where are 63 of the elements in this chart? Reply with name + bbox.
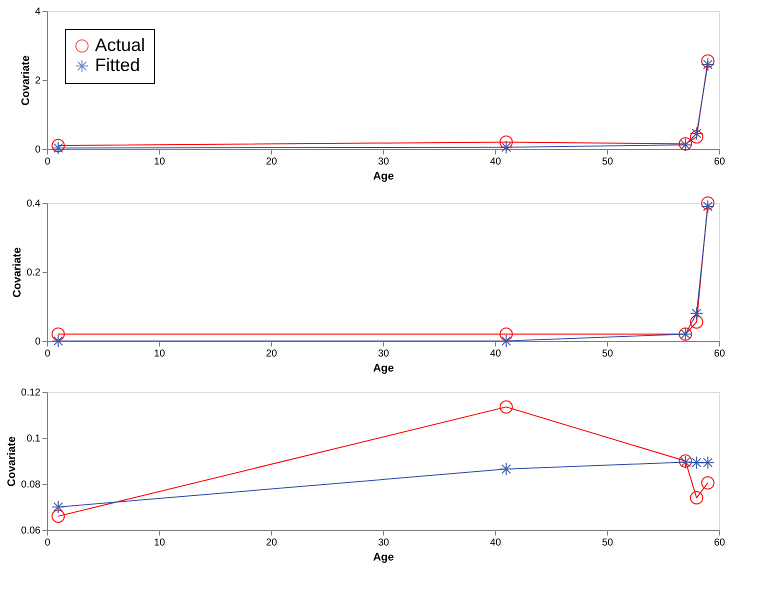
x-tick-label: 10 (154, 348, 166, 360)
x-tick-label: 50 (602, 156, 614, 168)
point (701, 196, 714, 210)
y-tick-label: 0.2 (26, 268, 41, 278)
point (500, 135, 513, 149)
x-tick-label: 60 (714, 538, 726, 548)
y-tick-label: 0 (34, 144, 41, 156)
x-axis-title: Age (373, 362, 394, 374)
x-tick-label: 50 (602, 348, 614, 360)
x-tick-label: 0 (44, 156, 51, 168)
x-tick-label: 40 (490, 348, 502, 360)
point (52, 141, 65, 155)
point (500, 140, 513, 154)
x-tick-label: 30 (378, 156, 390, 168)
y-tick-label: 2 (34, 76, 41, 86)
x-axis-title: Age (373, 552, 394, 564)
x-tick-label: 0 (44, 348, 51, 360)
point (52, 500, 65, 514)
x-tick-label: 10 (154, 538, 166, 548)
point (701, 476, 714, 490)
point (500, 334, 513, 348)
point (52, 334, 65, 348)
y-axis-title: Covariate (20, 55, 32, 106)
point (690, 315, 704, 329)
point (500, 462, 513, 476)
y-tick-label: 4 (34, 6, 41, 18)
point (690, 491, 704, 504)
x-tick-label: 0 (44, 538, 51, 548)
x-tick-label: 60 (714, 348, 726, 360)
point (701, 58, 714, 72)
x-tick-label: 50 (602, 538, 614, 548)
legend-label: Actual (95, 35, 146, 55)
x-tick-label: 30 (378, 538, 390, 548)
y-tick-label: 0.06 (21, 526, 41, 536)
x-tick-label: 10 (154, 156, 166, 168)
x-tick-label: 60 (714, 156, 726, 168)
y-tick-label: 0 (34, 336, 41, 348)
point (52, 510, 65, 523)
point (701, 200, 714, 214)
point (690, 130, 704, 144)
x-tick-label: 30 (378, 348, 390, 360)
y-tick-label: 0.08 (21, 480, 41, 490)
x-tick-label: 20 (266, 348, 278, 360)
point (52, 327, 65, 341)
point (701, 54, 714, 68)
y-tick-label: 0.4 (26, 198, 41, 210)
point (500, 400, 513, 414)
y-axis-title: Covariate (12, 247, 24, 298)
point (52, 138, 65, 152)
point (690, 306, 704, 320)
x-axis-title: Age (373, 170, 394, 182)
y-tick-label: 0.1 (26, 434, 41, 444)
x-tick-label: 20 (266, 538, 278, 548)
x-tick-label: 40 (490, 538, 502, 548)
y-axis-title: Covariate (6, 436, 18, 487)
point (500, 327, 513, 341)
x-tick-label: 20 (266, 156, 278, 168)
legend-label: Fitted (95, 55, 140, 75)
point (690, 126, 704, 140)
y-tick-label: 0.12 (21, 388, 41, 398)
point (690, 456, 704, 470)
point (701, 456, 714, 470)
x-tick-label: 40 (490, 156, 502, 168)
